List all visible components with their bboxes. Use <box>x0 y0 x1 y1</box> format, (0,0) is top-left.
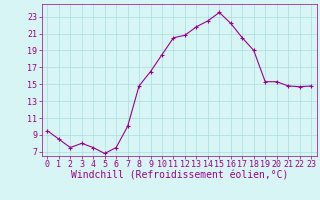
X-axis label: Windchill (Refroidissement éolien,°C): Windchill (Refroidissement éolien,°C) <box>70 171 288 181</box>
